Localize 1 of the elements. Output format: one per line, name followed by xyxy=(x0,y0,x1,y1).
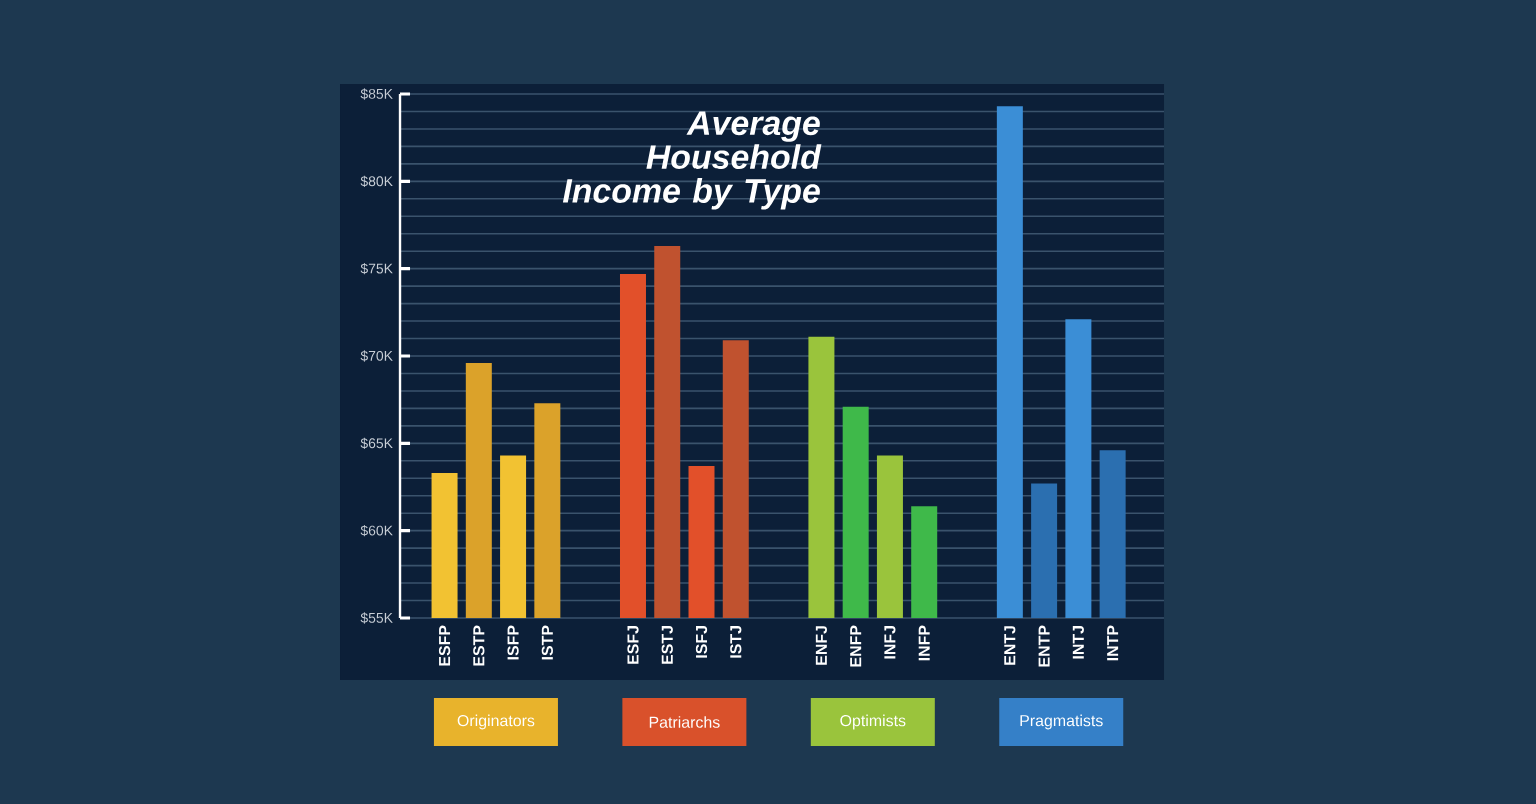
text: Average Household Income by Type xyxy=(562,111,822,210)
